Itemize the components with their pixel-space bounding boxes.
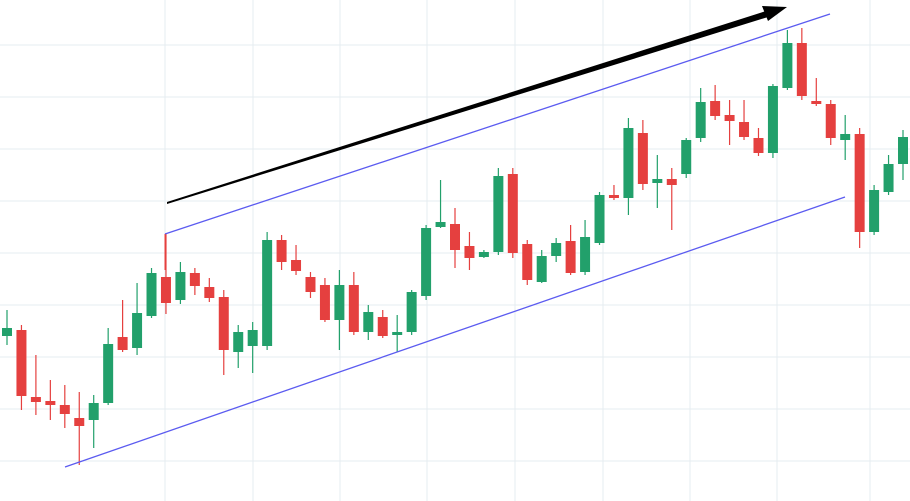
candle-body (565, 241, 576, 273)
candle-body (898, 137, 908, 164)
candle-body (88, 403, 99, 420)
candle-body (204, 287, 215, 298)
candle-body (753, 138, 764, 153)
trend-arrow-head (762, 6, 787, 21)
candle-body (796, 43, 807, 96)
candle-body (435, 222, 446, 227)
candle-body (464, 246, 475, 258)
candle-body (117, 337, 128, 350)
candle-body (262, 240, 273, 346)
candle-body (536, 256, 547, 282)
candle-body (334, 285, 345, 320)
candle-body (2, 328, 12, 336)
candle-body (840, 134, 851, 140)
candles (2, 28, 908, 465)
channel-lower (64, 196, 846, 468)
candle-body (493, 176, 504, 252)
candle-body (681, 140, 692, 174)
candle-body (666, 179, 677, 185)
candle-body (132, 313, 143, 348)
candle-body (652, 179, 663, 183)
candle-body (580, 237, 591, 272)
candle-body (695, 102, 706, 138)
candle-body (377, 317, 388, 336)
candle-body (854, 134, 865, 232)
candle-body (146, 273, 157, 316)
candle-body (233, 332, 244, 352)
channel-upper (164, 13, 831, 235)
candle-body (291, 260, 302, 271)
candle-body (218, 297, 229, 350)
candle-body (363, 312, 374, 332)
candle-body (319, 285, 330, 320)
candle-body (522, 244, 533, 280)
candle-body (450, 224, 460, 250)
candle-body (160, 277, 171, 303)
candle-body (103, 344, 114, 403)
candle-body (305, 277, 316, 292)
candle-body (247, 330, 258, 346)
candle-body (767, 86, 778, 153)
candle-body (74, 418, 85, 426)
candle-body (478, 252, 489, 257)
candle-body (551, 243, 562, 256)
candle-body (869, 190, 880, 232)
candle-body (189, 273, 200, 286)
candle-body (59, 405, 70, 414)
candle-body (406, 292, 417, 332)
candle-body (175, 272, 186, 300)
candle-body (594, 195, 605, 243)
candle-body (421, 228, 432, 296)
candle-body (710, 101, 721, 116)
candle-body (883, 164, 894, 192)
candle-body (825, 104, 836, 138)
candle-body (608, 195, 619, 198)
candle-body (637, 133, 648, 184)
candle-body (507, 174, 518, 253)
candle-body (623, 128, 634, 198)
candle-body (30, 397, 41, 402)
candle-body (811, 101, 822, 104)
candle-body (16, 330, 27, 396)
candle-body (724, 115, 735, 121)
candle-body (348, 285, 359, 332)
trend-arrow-shaft (167, 11, 768, 204)
candle-body (782, 43, 793, 88)
candle-body (276, 240, 287, 262)
candle-body (739, 122, 750, 137)
candle-body (392, 332, 403, 335)
candle-body (45, 401, 56, 405)
